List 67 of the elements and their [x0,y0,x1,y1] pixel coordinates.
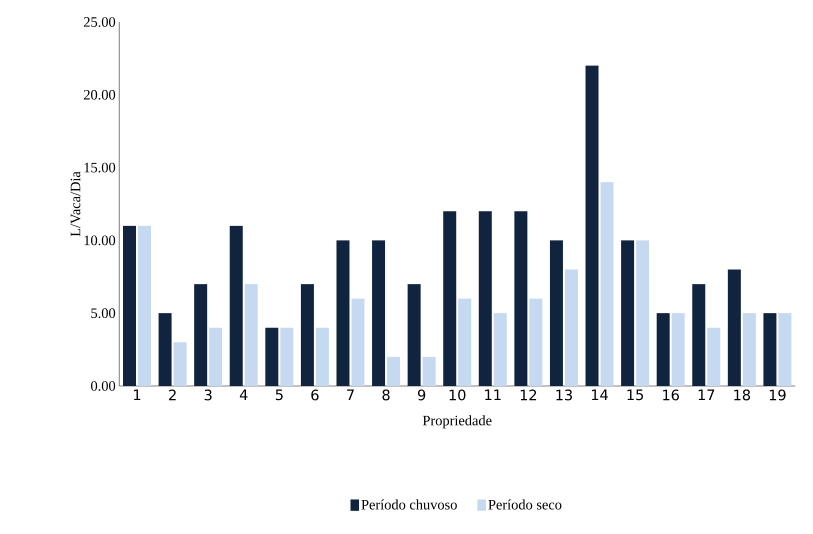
bar [692,284,706,386]
legend-label: Período chuvoso [361,499,457,510]
x-tick-label: 13 [556,390,572,400]
bar [636,240,650,386]
y-tick-label: 15.00 [84,162,116,172]
bar [300,284,314,386]
y-axis-title: L/Vaca/Dia [70,171,80,236]
bar [209,328,222,386]
y-tick-label: 20.00 [84,90,116,100]
bar [158,313,172,386]
bar [586,66,599,386]
y-tick-label: 0.00 [91,381,116,391]
bar [280,328,294,386]
bar [316,328,329,386]
x-tick-label: 5 [276,390,283,400]
x-axis-title: Propriedade [422,415,492,428]
bar [672,313,685,386]
x-tick-label: 12 [520,390,536,400]
bar [230,226,243,386]
bar [478,211,492,386]
x-tick-label: 7 [347,390,354,400]
x-tick-label: 4 [240,390,248,400]
x-tick-label: 11 [485,390,501,400]
bar [514,211,528,386]
bar [494,313,507,386]
x-tick-label: 1 [134,390,140,400]
bar [123,226,136,386]
x-tick-label: 14 [592,390,608,400]
bar [742,313,756,386]
bar [372,240,386,386]
bar [387,356,400,386]
bar [443,211,456,386]
bar [194,284,208,386]
bar [621,240,634,386]
x-tick-label: 2 [169,390,176,400]
bar [550,240,563,386]
bar [458,298,472,386]
x-tick-label: 19 [770,390,786,400]
bar [138,226,152,386]
bar [244,284,258,386]
x-tick-label: 17 [698,390,714,400]
bar [336,240,350,386]
y-tick-label: 25.00 [84,17,116,27]
bar [778,313,792,386]
bar [351,298,364,386]
bar [728,270,741,386]
y-tick-label: 10.00 [84,235,116,246]
x-tick-label: 10 [450,390,466,400]
x-tick-label: 3 [204,390,212,400]
bar [422,356,436,386]
y-tick-label: 5.00 [91,308,116,318]
bar [265,328,278,386]
x-tick-label: 18 [734,390,750,400]
bar [529,298,542,386]
x-tick-label: 9 [418,390,426,400]
x-tick-label: 6 [311,390,319,400]
x-tick-label: 8 [382,390,390,400]
x-tick-label: 16 [663,390,679,400]
legend-label: Período seco [488,499,562,510]
bar [763,313,776,386]
bar [707,328,720,386]
bar [174,342,187,386]
x-tick-label: 15 [628,390,644,400]
bar [600,182,614,386]
bar [564,270,578,386]
bar [408,284,421,386]
bar [656,313,670,386]
